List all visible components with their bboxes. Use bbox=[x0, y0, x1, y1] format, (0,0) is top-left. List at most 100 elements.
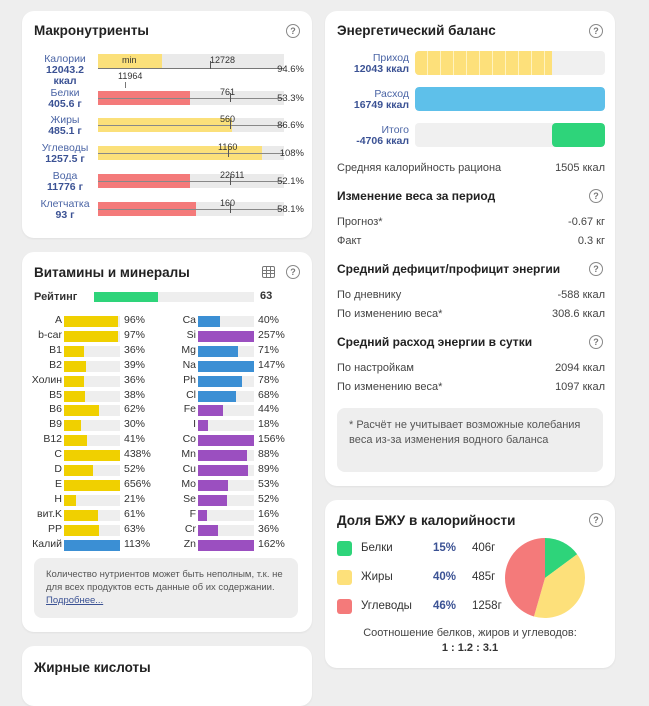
nutrient-row[interactable]: F 16% bbox=[166, 508, 306, 522]
fact-label: Факт bbox=[337, 235, 362, 247]
help-icon[interactable]: ? bbox=[286, 24, 300, 38]
nutrient-row[interactable]: B12 41% bbox=[22, 433, 162, 447]
nutrient-fill bbox=[64, 494, 76, 506]
legend-pct: 46% bbox=[433, 600, 457, 612]
macro-row: Клетчатка 93 г 160 58.1% bbox=[22, 198, 312, 226]
by-weight-row: По изменению веса* 308.6 ккал bbox=[337, 308, 605, 320]
avg-calorie-row: Средняя калорийность рациона 1505 ккал bbox=[337, 162, 605, 174]
by-diary-label: По дневнику bbox=[337, 289, 402, 301]
rating-fill bbox=[94, 292, 158, 302]
nutrient-row[interactable]: Se 52% bbox=[166, 493, 306, 507]
nutrient-pct: 257% bbox=[258, 328, 285, 341]
nutrient-pct: 147% bbox=[258, 358, 285, 371]
nutrient-fill bbox=[64, 524, 99, 536]
bju-legend-item: Белки 15% 406г bbox=[337, 540, 507, 558]
help-icon[interactable]: ? bbox=[286, 265, 300, 279]
nutrient-row[interactable]: B5 38% bbox=[22, 389, 162, 403]
nutrient-row[interactable]: Cr 36% bbox=[166, 523, 306, 537]
nutrient-name: Zn bbox=[183, 537, 196, 550]
macro-extra: 11964 bbox=[118, 71, 143, 81]
nutrient-fill bbox=[198, 450, 247, 462]
nutrient-pct: 52% bbox=[258, 492, 280, 505]
nutrient-row[interactable]: B6 62% bbox=[22, 403, 162, 417]
nutrient-row[interactable]: Fe 44% bbox=[166, 403, 306, 417]
help-icon[interactable]: ? bbox=[589, 24, 603, 38]
nutrient-fill bbox=[198, 360, 254, 372]
nutrient-row[interactable]: Si 257% bbox=[166, 329, 306, 343]
nutrient-row[interactable]: H 21% bbox=[22, 493, 162, 507]
macro-pct: 86.6% bbox=[277, 120, 304, 131]
nutrient-track bbox=[198, 509, 254, 521]
nutrient-row[interactable]: Mn 88% bbox=[166, 448, 306, 462]
macro-unit: ккал bbox=[53, 75, 77, 87]
nutrient-fill bbox=[64, 360, 86, 372]
nutrient-track bbox=[64, 330, 120, 342]
expense-value: 16749 ккал bbox=[353, 99, 409, 111]
nutrient-fill bbox=[64, 539, 120, 551]
nutrient-row[interactable]: Mo 53% bbox=[166, 478, 306, 492]
nutrient-name: PP bbox=[47, 522, 62, 535]
nutrient-track bbox=[64, 450, 120, 462]
by-weight-value: 308.6 ккал bbox=[552, 308, 605, 320]
nutrient-name: Mg bbox=[181, 343, 196, 356]
pie-slice-2 bbox=[505, 538, 545, 617]
nutrient-track bbox=[64, 316, 120, 327]
nutrient-row[interactable]: D 52% bbox=[22, 463, 162, 477]
nutrient-pct: 656% bbox=[124, 477, 151, 490]
nutrient-pct: 78% bbox=[258, 373, 280, 386]
forecast-value: -0.67 кг bbox=[568, 216, 605, 228]
nutrient-row[interactable]: Ca 40% bbox=[166, 314, 306, 328]
nutrient-track bbox=[198, 524, 254, 536]
nutrient-row[interactable]: Co 156% bbox=[166, 433, 306, 447]
help-icon[interactable]: ? bbox=[589, 262, 603, 276]
nutrient-pct: 39% bbox=[124, 358, 146, 371]
nutrient-track bbox=[64, 420, 120, 432]
expense-fill bbox=[415, 87, 605, 111]
nutrient-row[interactable]: Zn 162% bbox=[166, 538, 306, 552]
nutrient-name: Ca bbox=[182, 314, 196, 326]
nutrient-row[interactable]: b-car 97% bbox=[22, 329, 162, 343]
nutrient-row[interactable]: B1 36% bbox=[22, 344, 162, 358]
help-icon[interactable]: ? bbox=[589, 335, 603, 349]
ratio-label: Соотношение белков, жиров и углеводов: bbox=[363, 627, 577, 639]
more-link[interactable]: Подробнее... bbox=[46, 595, 104, 606]
macro-name: Углеводы bbox=[41, 142, 89, 154]
nutrient-row[interactable]: B2 39% bbox=[22, 359, 162, 373]
rating-value: 63 bbox=[260, 290, 273, 302]
nutrient-name: Ph bbox=[183, 373, 196, 386]
nutrient-row[interactable]: Калий 113% bbox=[22, 538, 162, 552]
help-icon[interactable]: ? bbox=[589, 513, 603, 527]
nutrient-row[interactable]: A 96% bbox=[22, 314, 162, 328]
nutrient-row[interactable]: E 656% bbox=[22, 478, 162, 492]
nutrient-row[interactable]: C 438% bbox=[22, 448, 162, 462]
macro-norm-label: min bbox=[122, 55, 137, 65]
nutrient-name: B1 bbox=[49, 343, 62, 356]
nutrient-fill bbox=[64, 390, 85, 402]
nutrient-row[interactable]: Mg 71% bbox=[166, 344, 306, 358]
macro-norm: 1160 bbox=[218, 142, 238, 152]
nutrient-row[interactable]: Cu 89% bbox=[166, 463, 306, 477]
nutrient-row[interactable]: Na 147% bbox=[166, 359, 306, 373]
nutrient-name: H bbox=[54, 492, 62, 505]
nutrient-track bbox=[198, 479, 254, 491]
nutrient-row[interactable]: I 18% bbox=[166, 418, 306, 432]
legend-pct: 40% bbox=[433, 571, 457, 583]
help-icon[interactable]: ? bbox=[589, 189, 603, 203]
legend-name: Жиры bbox=[361, 571, 393, 583]
nutrient-fill bbox=[64, 435, 87, 447]
nutrient-name: Mn bbox=[181, 448, 196, 461]
nutrient-row[interactable]: вит.K 61% bbox=[22, 508, 162, 522]
nutrient-row[interactable]: Холин 36% bbox=[22, 374, 162, 388]
legend-pct: 15% bbox=[433, 542, 457, 554]
table-icon[interactable] bbox=[262, 266, 275, 278]
nutrient-row[interactable]: PP 63% bbox=[22, 523, 162, 537]
macro-pct: 94.6% bbox=[277, 64, 304, 75]
macro-name: Вода bbox=[52, 170, 78, 182]
nutrient-row[interactable]: B9 30% bbox=[22, 418, 162, 432]
pie-slice-1 bbox=[533, 554, 585, 618]
nutrient-pct: 36% bbox=[258, 522, 280, 535]
nutrient-fill bbox=[64, 330, 118, 342]
nutrient-row[interactable]: Ph 78% bbox=[166, 374, 306, 388]
nutrient-row[interactable]: Cl 68% bbox=[166, 389, 306, 403]
macro-row: Вода 11776 г 22611 52.1% bbox=[22, 170, 312, 198]
